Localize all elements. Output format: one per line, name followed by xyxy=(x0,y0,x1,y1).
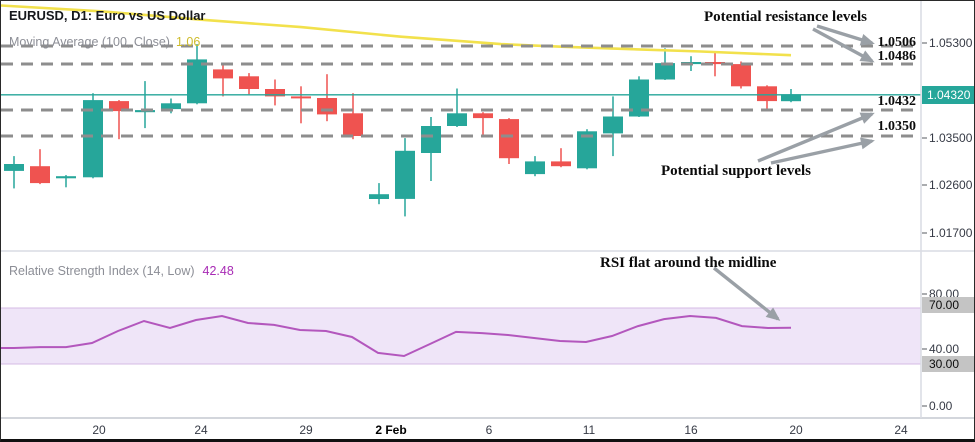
date-tick-20: 20 xyxy=(789,423,803,437)
level-label-1.0506: 1.0506 xyxy=(877,35,917,50)
last-price-badge: 1.04320 xyxy=(922,86,974,104)
candle-body xyxy=(213,69,233,79)
candle-body xyxy=(56,176,76,179)
level-label-1.0350: 1.0350 xyxy=(877,119,917,134)
price-tick-1.03500: 1.03500 xyxy=(929,131,973,145)
price-tick-1.01700: 1.01700 xyxy=(929,226,973,240)
candle-body xyxy=(421,126,441,153)
date-tick-24: 24 xyxy=(894,423,908,437)
candle-body xyxy=(161,103,181,110)
date-tick-16: 16 xyxy=(684,423,698,437)
annotation-arrow xyxy=(712,266,781,321)
date-tick-2 Feb: 2 Feb xyxy=(375,423,407,437)
candle-body xyxy=(83,100,103,178)
candle-body xyxy=(551,161,571,167)
annotation-arrow xyxy=(770,137,875,165)
rsi-line xyxy=(1,314,792,358)
price-tick-1.05300: 1.05300 xyxy=(929,36,973,50)
rsi-tick-40.00: 40.00 xyxy=(929,342,960,356)
symbol-title: EURUSD, D1: Euro vs US Dollar xyxy=(9,8,206,23)
candle-body xyxy=(757,86,777,102)
annotation-arrow xyxy=(812,27,875,63)
candle-body xyxy=(447,113,467,126)
candle-body xyxy=(603,116,623,134)
candle-body xyxy=(343,113,363,136)
date-tick-20: 20 xyxy=(92,423,106,437)
rsi-tick-70.00: 70.00 xyxy=(922,297,974,313)
candle-body xyxy=(4,164,24,171)
annotation-arrow xyxy=(816,24,875,46)
ma-legend: Moving Average (100, Close) 1.06 xyxy=(9,35,200,49)
candle-body xyxy=(239,76,259,89)
rsi-legend-value: 42.48 xyxy=(202,264,234,278)
ma-line xyxy=(1,4,792,57)
candle-body xyxy=(629,79,649,117)
candle-body xyxy=(30,166,50,184)
support-note: Potential support levels xyxy=(661,163,811,179)
candle-body xyxy=(577,131,597,169)
candle-body xyxy=(525,161,545,175)
rsi-legend-label: Relative Strength Index (14, Low) xyxy=(9,264,195,278)
rsi-tick-0.00: 0.00 xyxy=(929,399,953,413)
resistance-note: Potential resistance levels xyxy=(704,9,868,25)
candle-body xyxy=(265,89,285,97)
candle-body xyxy=(395,150,415,199)
rsi-tick-30.00: 30.00 xyxy=(922,356,974,372)
ma-legend-value: 1.06 xyxy=(175,35,201,49)
annotation-arrow xyxy=(757,112,875,163)
candle-body xyxy=(655,63,675,80)
candle-body xyxy=(473,113,493,119)
candle-body xyxy=(317,98,337,115)
date-tick-6: 6 xyxy=(485,423,493,437)
date-tick-29: 29 xyxy=(299,423,313,437)
candle-body xyxy=(781,94,801,102)
rsi-band xyxy=(1,308,921,364)
candle-body xyxy=(187,59,207,104)
candle-body xyxy=(291,96,311,99)
candle-body xyxy=(499,119,519,159)
date-tick-11: 11 xyxy=(582,423,596,437)
level-label-1.0486: 1.0486 xyxy=(877,49,917,64)
date-tick-24: 24 xyxy=(194,423,208,437)
rsi-note: RSI flat around the midline xyxy=(600,255,777,271)
candle-body xyxy=(369,194,389,199)
price-tick-1.02600: 1.02600 xyxy=(929,178,973,192)
ma-legend-label: Moving Average (100, Close) xyxy=(9,35,170,49)
candle-body xyxy=(109,101,129,112)
rsi-legend: Relative Strength Index (14, Low) 42.48 xyxy=(9,264,234,278)
candle-body xyxy=(731,64,751,87)
level-label-1.0432: 1.0432 xyxy=(877,94,917,109)
candle-body xyxy=(705,62,725,65)
